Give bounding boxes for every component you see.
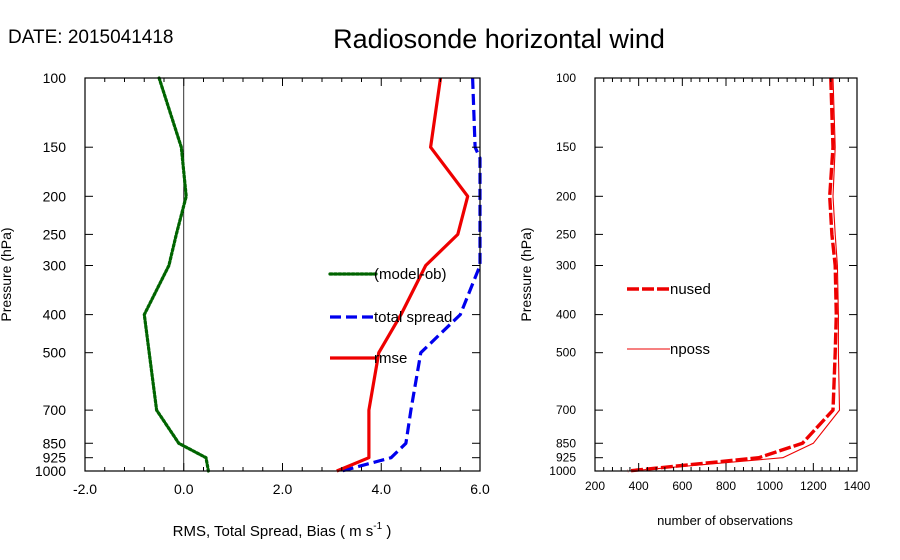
y-tick-label: 300 — [43, 258, 67, 274]
y-tick-label: 200 — [556, 189, 576, 203]
x-tick-label: 2.0 — [273, 481, 293, 497]
legend-label-1: total spread — [374, 309, 452, 326]
legend-label-nused: nused — [670, 281, 711, 298]
y-tick-label: 150 — [43, 139, 67, 155]
series-line-nused — [627, 77, 838, 473]
x-tick-label: 1200 — [800, 479, 827, 493]
right-panel-frame — [594, 77, 858, 472]
date-label: DATE: 2015041418 — [8, 27, 174, 48]
figure-title: Radiosonde horizontal wind — [333, 24, 665, 54]
series-line-nposs — [629, 77, 841, 472]
panel-left: -2.0 0.0 2.0 4.0 6.0 100 150 200 250 300 400 500 70… — [0, 70, 490, 540]
panel-right: 200 400 600 800 1000 1200 1400 100 150 200 250 300… — [518, 71, 871, 528]
right-panel-x-ticks: 200 400 600 800 1000 1200 1400 — [585, 78, 871, 493]
left-panel-legend: (model-ob) total spread rmse — [328, 266, 452, 367]
x-axis-label-main: RMS, Total Spread, Bias ( m s — [173, 523, 374, 540]
legend-label-0: (model-ob) — [374, 266, 447, 283]
right-panel-y-axis-label: Pressure (hPa) — [518, 227, 534, 321]
y-tick-label: 150 — [556, 140, 576, 154]
y-tick-label: 300 — [556, 259, 576, 273]
y-tick-label: 850 — [43, 435, 67, 451]
y-tick-label: 200 — [43, 188, 67, 204]
y-tick-label: 700 — [556, 403, 576, 417]
y-tick-label: 1000 — [549, 464, 576, 478]
y-tick-label: 1000 — [35, 463, 66, 479]
series-line-rmse — [336, 77, 470, 473]
left-panel-y-axis-label: Pressure (hPa) — [0, 227, 14, 321]
y-tick-label: 500 — [556, 346, 576, 360]
left-panel-series — [142, 76, 482, 473]
y-tick-label: 700 — [43, 402, 67, 418]
y-tick-label: 925 — [556, 451, 576, 465]
y-tick-label: 250 — [556, 227, 576, 241]
legend-label-2: rmse — [374, 350, 407, 367]
y-tick-label: 250 — [43, 226, 67, 242]
y-tick-label: 400 — [43, 307, 67, 323]
x-tick-label: 6.0 — [470, 481, 490, 497]
left-panel-x-ticks: -2.0 0.0 2.0 4.0 6.0 — [73, 78, 490, 497]
plot-frame — [594, 77, 858, 472]
series-line-model-ob — [142, 76, 210, 473]
x-tick-label: 800 — [716, 479, 736, 493]
x-tick-label: 4.0 — [372, 481, 392, 497]
x-tick-label: 200 — [585, 479, 605, 493]
x-tick-label: 400 — [629, 479, 649, 493]
y-tick-label: 850 — [556, 436, 576, 450]
x-tick-label: 1000 — [756, 479, 783, 493]
y-tick-label: 100 — [556, 71, 576, 85]
y-tick-label: 400 — [556, 308, 576, 322]
x-tick-label: 0.0 — [174, 481, 194, 497]
right-panel-x-axis-label: number of observations — [657, 513, 793, 528]
y-tick-label: 500 — [43, 345, 67, 361]
left-panel-x-axis-label: RMS, Total Spread, Bias ( m s-1 ) — [173, 521, 392, 540]
y-tick-label: 925 — [43, 450, 67, 466]
x-tick-label: -2.0 — [73, 481, 97, 497]
right-panel-legend: nused nposs — [627, 281, 711, 358]
right-panel-series — [627, 77, 841, 473]
legend-label-nposs: nposs — [670, 341, 710, 358]
x-tick-label: 1400 — [844, 479, 871, 493]
y-tick-label: 100 — [43, 70, 67, 86]
x-axis-label-superscript: -1 — [373, 521, 382, 532]
x-tick-label: 600 — [672, 479, 692, 493]
x-axis-label-end: ) — [382, 523, 391, 540]
